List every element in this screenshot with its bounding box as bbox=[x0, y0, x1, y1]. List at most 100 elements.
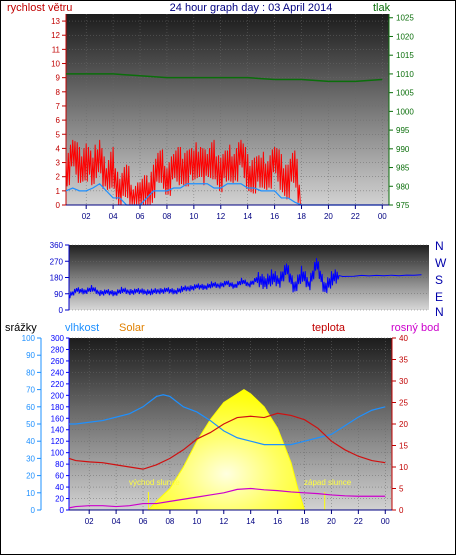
humidity-tick-label: 40 bbox=[26, 437, 35, 446]
wind-direction-series bbox=[68, 258, 422, 299]
wind-speed-tick-label: 11 bbox=[52, 45, 61, 54]
compass-label-n1: N bbox=[435, 239, 444, 253]
x-tick-label: 04 bbox=[109, 212, 118, 221]
rain-tick-label: 20 bbox=[55, 495, 64, 504]
wind-speed-tick-label: 5 bbox=[56, 130, 61, 139]
wind-direction-axis: 0 90 180 270 360 bbox=[50, 241, 70, 315]
humidity-tick-label: 100 bbox=[22, 334, 36, 343]
x-tick-label: 04 bbox=[112, 517, 121, 526]
pressure-tick-label: 990 bbox=[396, 145, 410, 154]
x-tick-label: 22 bbox=[354, 517, 363, 526]
dew-point-line bbox=[68, 487, 386, 509]
sunset-label: západ slunce bbox=[304, 478, 352, 487]
direction-tick-label: 0 bbox=[59, 306, 64, 315]
rain-tick-label: 140 bbox=[51, 426, 65, 435]
rain-tick-label: 0 bbox=[60, 506, 65, 515]
pressure-tick-label: 1010 bbox=[396, 70, 414, 79]
temperature-tick-label: 40 bbox=[399, 334, 408, 343]
temperature-x-axis: 02 04 06 08 10 12 14 16 18 20 22 00 bbox=[69, 509, 392, 526]
wind-pressure-x-axis: 02 04 06 08 10 12 14 16 18 20 22 00 bbox=[66, 204, 389, 221]
direction-tick-label: 360 bbox=[50, 241, 64, 250]
temperature-line bbox=[68, 412, 386, 470]
humidity-tick-label: 90 bbox=[26, 351, 35, 360]
pressure-tick-label: 1020 bbox=[396, 32, 414, 41]
rain-tick-label: 200 bbox=[51, 391, 65, 400]
pressure-tick-label: 980 bbox=[396, 182, 410, 191]
wind-speed-tick-label: 7 bbox=[56, 102, 61, 111]
humidity-tick-label: 10 bbox=[26, 489, 35, 498]
rain-tick-label: 160 bbox=[51, 414, 65, 423]
x-tick-label: 12 bbox=[216, 212, 225, 221]
humidity-tick-label: 30 bbox=[26, 454, 35, 463]
pressure-line bbox=[66, 73, 383, 83]
x-tick-label: 12 bbox=[219, 517, 228, 526]
x-tick-label: 14 bbox=[243, 212, 252, 221]
wind-speed-tick-label: 10 bbox=[51, 60, 60, 69]
x-tick-label: 16 bbox=[270, 212, 279, 221]
rain-tick-label: 100 bbox=[51, 449, 65, 458]
x-tick-label: 18 bbox=[297, 212, 306, 221]
x-tick-label: 10 bbox=[192, 517, 201, 526]
sunrise-label: východ slunce bbox=[129, 478, 180, 487]
rain-tick-label: 240 bbox=[51, 368, 65, 377]
x-tick-label: 06 bbox=[139, 517, 148, 526]
pressure-tick-label: 985 bbox=[396, 164, 410, 173]
temperature-tick-label: 15 bbox=[399, 442, 408, 451]
wind-pressure-plot-area bbox=[66, 14, 389, 205]
compass-label-s: S bbox=[435, 273, 443, 287]
wind-speed-tick-label: 8 bbox=[56, 88, 61, 97]
wind-speed-tick-label: 13 bbox=[51, 17, 60, 26]
direction-tick-label: 180 bbox=[50, 274, 64, 283]
pressure-axis: 975 980 985 990 995 1000 1005 1010 1015 1020 1025 bbox=[388, 14, 414, 210]
rain-tick-label: 120 bbox=[51, 437, 65, 446]
dew-point-label: rosný bod bbox=[391, 322, 439, 334]
rain-tick-label: 80 bbox=[55, 460, 64, 469]
pressure-tick-label: 1005 bbox=[396, 89, 414, 98]
wind-speed-tick-label: 3 bbox=[56, 159, 61, 168]
humidity-tick-label: 60 bbox=[26, 403, 35, 412]
wind-speed-tick-label: 12 bbox=[51, 31, 60, 40]
humidity-tick-label: 20 bbox=[26, 472, 35, 481]
humidity-axis: 0 10 20 30 40 50 60 70 80 90 100 bbox=[22, 334, 42, 515]
x-tick-label: 00 bbox=[378, 212, 387, 221]
temperature-label: teplota bbox=[312, 322, 346, 334]
x-tick-label: 10 bbox=[189, 212, 198, 221]
x-tick-label: 08 bbox=[162, 212, 171, 221]
x-tick-label: 22 bbox=[351, 212, 360, 221]
pressure-tick-label: 1015 bbox=[396, 51, 414, 60]
compass-label-w: W bbox=[435, 256, 447, 270]
x-tick-label: 08 bbox=[165, 517, 174, 526]
wind-speed-tick-label: 1 bbox=[56, 187, 61, 196]
humidity-tick-label: 50 bbox=[26, 420, 35, 429]
rain-tick-label: 180 bbox=[51, 403, 65, 412]
humidity-tick-label: 80 bbox=[26, 368, 35, 377]
temperature-tick-label: 30 bbox=[399, 377, 408, 386]
x-tick-label: 20 bbox=[324, 212, 333, 221]
rain-tick-label: 220 bbox=[51, 380, 65, 389]
wind-speed-tick-label: 2 bbox=[56, 173, 61, 182]
humidity-tick-label: 0 bbox=[31, 506, 36, 515]
x-tick-label: 02 bbox=[85, 517, 94, 526]
temperature-tick-label: 0 bbox=[399, 506, 404, 515]
x-tick-label: 14 bbox=[246, 517, 255, 526]
compass-labels: N W S E N bbox=[435, 239, 447, 319]
x-tick-label: 00 bbox=[381, 517, 390, 526]
solar-area bbox=[147, 389, 306, 511]
temperature-tick-label: 35 bbox=[399, 356, 408, 365]
temperature-tick-label: 10 bbox=[399, 463, 408, 472]
rain-tick-label: 280 bbox=[51, 345, 65, 354]
x-tick-label: 18 bbox=[300, 517, 309, 526]
compass-label-n2: N bbox=[435, 305, 444, 319]
wind-speed-tick-label: 9 bbox=[56, 74, 61, 83]
humidity-tick-label: 70 bbox=[26, 386, 35, 395]
rain-tick-label: 300 bbox=[51, 334, 65, 343]
direction-tick-label: 90 bbox=[54, 290, 63, 299]
direction-tick-label: 270 bbox=[50, 257, 64, 266]
compass-label-e: E bbox=[435, 290, 443, 304]
humidity-line bbox=[69, 394, 386, 446]
solar-label: Solar bbox=[119, 322, 145, 334]
x-tick-label: 16 bbox=[273, 517, 282, 526]
